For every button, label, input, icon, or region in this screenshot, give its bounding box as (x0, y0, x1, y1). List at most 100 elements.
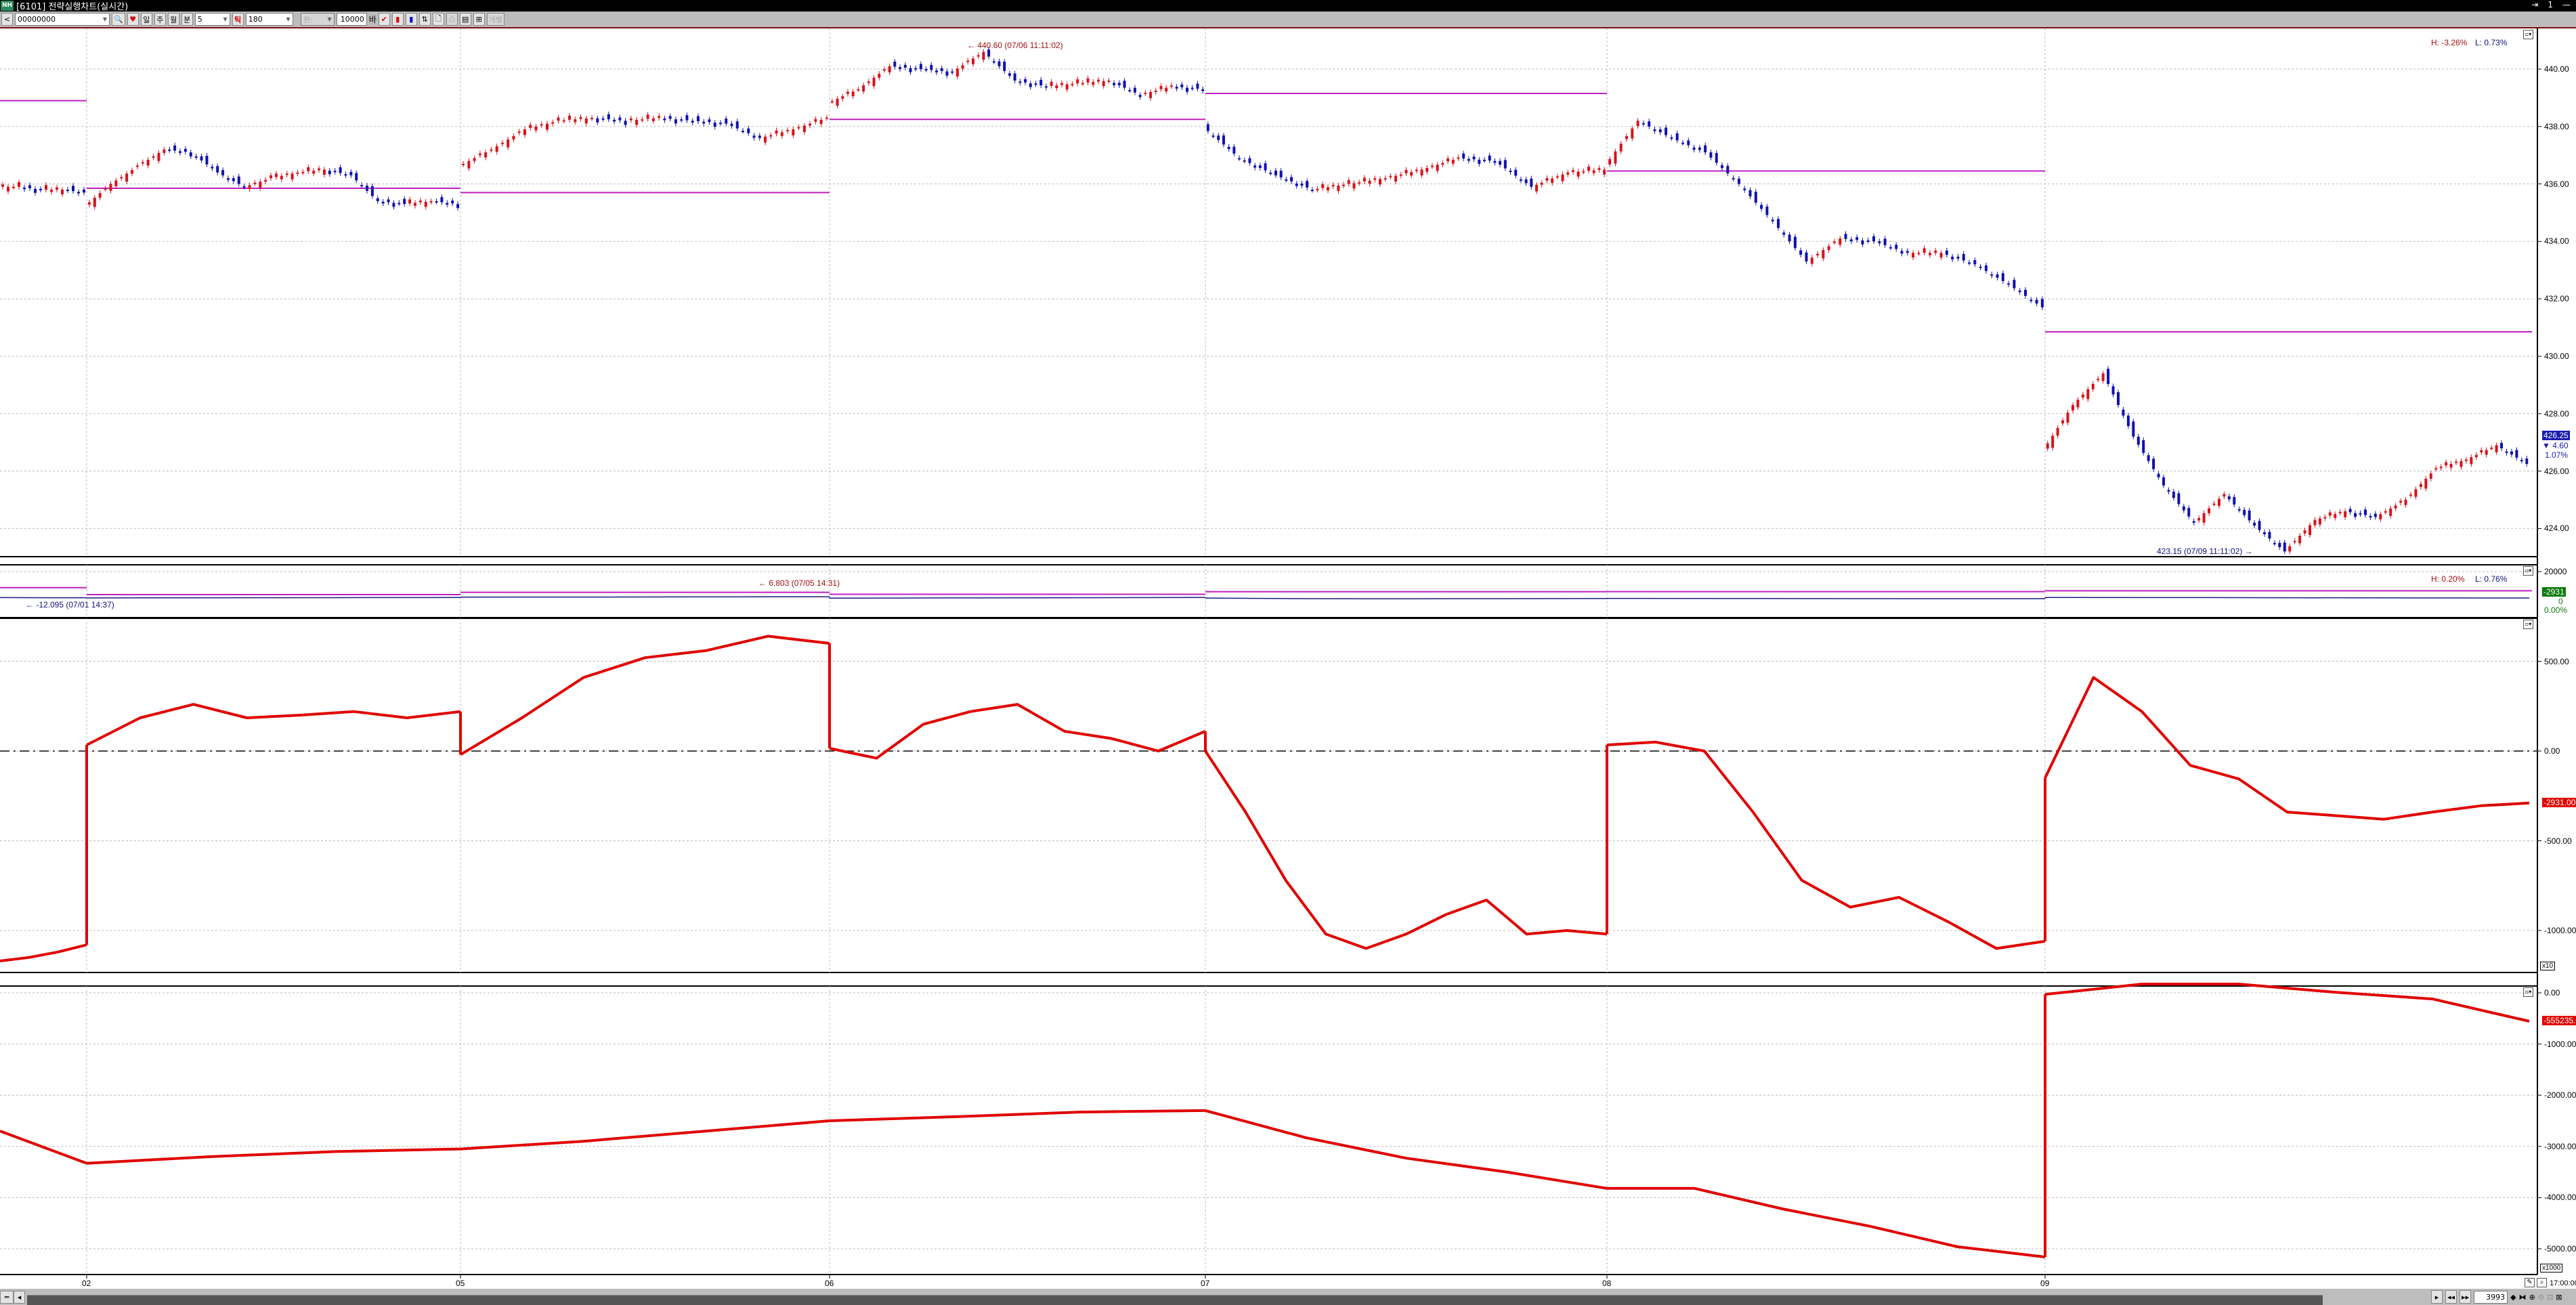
grid-icon[interactable]: ⊞ (473, 13, 485, 26)
disabled-combo: 편: ▼ (300, 13, 335, 26)
window-count[interactable]: 1 (2548, 0, 2553, 9)
candle (2278, 542, 2281, 547)
candle (2253, 522, 2256, 526)
zoom-in-icon[interactable]: ⊕ (2529, 1292, 2535, 1302)
candle (646, 114, 649, 119)
period-day-button[interactable]: 일 (140, 13, 152, 26)
play-icon[interactable]: ▸ (2431, 1290, 2443, 1304)
candle (924, 69, 928, 70)
candle-red-icon[interactable]: ▮ (391, 13, 404, 26)
tick-combo[interactable]: 180 ▼ (245, 13, 293, 26)
exit-icon[interactable]: ⇥ (2531, 0, 2539, 9)
candle (1186, 87, 1189, 92)
sort-icon[interactable]: ⇅ (418, 13, 431, 26)
candle (2030, 299, 2033, 301)
search-icon[interactable]: 🔍 (112, 13, 125, 26)
pin-icon[interactable]: ♥ (127, 13, 139, 26)
period-month-button[interactable]: 월 (167, 13, 179, 26)
candle (1337, 186, 1340, 192)
candle (1044, 86, 1048, 88)
fit-icon[interactable]: ⧓ (2518, 1292, 2527, 1302)
bar-count-input[interactable]: 3993 (2474, 1290, 2508, 1304)
candle (1979, 266, 1982, 268)
candle (2354, 513, 2357, 517)
candle (392, 202, 395, 207)
candle (2081, 394, 2084, 398)
period-week-button[interactable]: 주 (154, 13, 166, 26)
count-input[interactable]: 10000 (336, 13, 367, 26)
candle (1096, 79, 1100, 82)
candle (1352, 183, 1356, 189)
candle (1776, 219, 1780, 228)
expand-icon[interactable]: ◆ (2510, 1292, 2516, 1302)
prev-button[interactable]: < (1, 13, 13, 26)
candle (624, 121, 627, 125)
candle (152, 156, 155, 158)
candle (1816, 253, 1820, 256)
magnifier-icon[interactable]: ⌕ (2537, 1278, 2547, 1287)
reset-icon[interactable]: ⊡ (2547, 1292, 2554, 1302)
candle (1665, 127, 1668, 135)
candle (2208, 508, 2211, 513)
period-minute-button[interactable]: 분 (181, 13, 193, 26)
panel-menu-icon[interactable]: ▫▾ (2523, 30, 2533, 39)
scroll-handle-icon[interactable]: ═ (0, 1290, 14, 1304)
candle (1415, 169, 1418, 171)
candle (1133, 87, 1136, 93)
candle (2495, 445, 2498, 452)
candle (2480, 450, 2483, 453)
pencil-icon[interactable]: ✎ (2525, 1278, 2535, 1287)
chart-area[interactable] (0, 28, 2576, 1289)
candle (940, 68, 943, 71)
candle (976, 55, 980, 57)
x-tick-label: 02 (82, 1279, 91, 1288)
candle (2262, 532, 2266, 534)
x-tick-label: 06 (825, 1279, 834, 1288)
candle (1013, 73, 1016, 81)
panel-menu-icon[interactable]: ▫▾ (2523, 620, 2533, 629)
code-combo[interactable]: 00000000 ▼ (15, 13, 110, 26)
candle (301, 171, 305, 173)
candle (888, 66, 891, 72)
tick-button[interactable]: 틱 (232, 13, 244, 26)
candle (629, 118, 632, 121)
candle (1342, 184, 1346, 186)
y-tick-label: 436.00 (2544, 179, 2569, 189)
candle (12, 186, 15, 188)
candle (696, 116, 700, 122)
panel-menu-icon[interactable]: ▫▾ (2523, 987, 2533, 997)
fast-forward-icon[interactable]: ▸▸ (2460, 1290, 2472, 1304)
candle (418, 200, 422, 202)
candle (2258, 521, 2261, 530)
candle (28, 185, 31, 188)
candle (446, 202, 449, 205)
candle (2394, 505, 2397, 509)
zoom-out-icon[interactable]: ⊖ (2537, 1292, 2544, 1302)
overview-scrollbar[interactable] (27, 1289, 2323, 1305)
candle-blue-icon[interactable]: ▮ (405, 13, 417, 26)
candle (2192, 521, 2195, 523)
candle (846, 91, 849, 94)
document-icon[interactable]: 🗋 (432, 13, 444, 26)
close-icon[interactable]: ⊠ (2556, 1292, 2562, 1302)
candle (540, 124, 543, 126)
panel-menu-icon[interactable]: ▫▾ (2523, 566, 2533, 576)
minimize-button[interactable]: — (2562, 0, 2571, 9)
candle (1034, 83, 1037, 85)
candle (462, 163, 465, 165)
candle (2227, 496, 2231, 500)
check-icon[interactable]: ✔ (378, 13, 390, 26)
y-tick-label: -1000.00 (2544, 926, 2576, 935)
minute-combo[interactable]: 5 ▼ (194, 13, 230, 26)
rewind-icon[interactable]: ◂◂ (2445, 1290, 2457, 1304)
candle (1457, 157, 1460, 159)
candle (2313, 519, 2317, 526)
candle (1, 184, 4, 187)
chart-icon[interactable]: ▤ (459, 13, 471, 26)
scroll-left-button[interactable]: ◂ (14, 1290, 25, 1304)
candle (2404, 500, 2407, 505)
candle (387, 199, 390, 202)
sub1-pct-label: 0.00% (2544, 605, 2568, 615)
candle (440, 197, 444, 202)
candle (56, 187, 58, 190)
